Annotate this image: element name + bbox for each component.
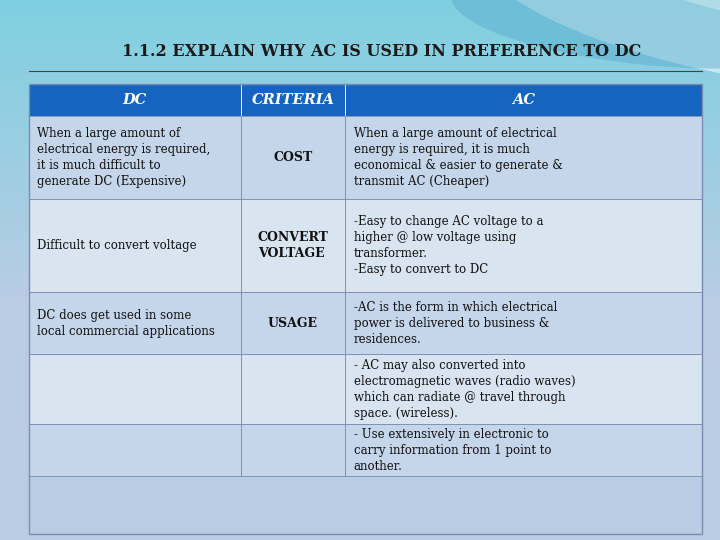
Bar — [0, 186, 720, 193]
Bar — [29, 354, 241, 424]
Text: -Easy to change AC voltage to a
higher @ low voltage using
transformer.
-Easy to: -Easy to change AC voltage to a higher @… — [354, 215, 544, 276]
Bar — [0, 289, 720, 297]
Ellipse shape — [451, 0, 720, 69]
Bar — [241, 354, 345, 424]
Bar — [0, 230, 720, 238]
Bar — [241, 116, 345, 199]
Bar — [29, 424, 241, 476]
Bar — [0, 52, 720, 59]
Bar — [0, 215, 720, 223]
Text: CRITERIA: CRITERIA — [251, 93, 335, 107]
Bar — [0, 22, 720, 30]
Bar — [0, 148, 720, 156]
Text: - AC may also converted into
electromagnetic waves (radio waves)
which can radia: - AC may also converted into electromagn… — [354, 359, 575, 420]
Ellipse shape — [474, 0, 720, 94]
Text: AC: AC — [512, 93, 535, 107]
Bar — [0, 156, 720, 163]
Bar — [29, 199, 241, 292]
Bar — [0, 59, 720, 67]
Bar — [0, 141, 720, 148]
Bar — [0, 134, 720, 141]
Bar — [345, 84, 702, 116]
Bar — [29, 84, 702, 534]
Bar — [0, 282, 720, 289]
Bar — [0, 0, 720, 8]
Bar — [0, 200, 720, 208]
Text: 1.1.2 EXPLAIN WHY AC IS USED IN PREFERENCE TO DC: 1.1.2 EXPLAIN WHY AC IS USED IN PREFEREN… — [122, 43, 642, 60]
Bar — [29, 84, 241, 116]
Bar — [345, 354, 702, 424]
Bar — [0, 275, 720, 282]
Bar — [0, 45, 720, 52]
Bar — [0, 30, 720, 37]
Text: DC does get used in some
local commercial applications: DC does get used in some local commercia… — [37, 308, 215, 338]
Ellipse shape — [532, 0, 720, 35]
Bar — [0, 253, 720, 260]
Bar — [29, 116, 241, 199]
Bar — [0, 15, 720, 22]
Text: Difficult to convert voltage: Difficult to convert voltage — [37, 239, 197, 252]
Bar — [0, 238, 720, 245]
Bar — [241, 424, 345, 476]
Text: When a large amount of
electrical energy is required,
it is much difficult to
ge: When a large amount of electrical energy… — [37, 127, 211, 188]
Text: USAGE: USAGE — [268, 316, 318, 329]
Text: COST: COST — [274, 151, 312, 164]
Text: - Use extensively in electronic to
carry information from 1 point to
another.: - Use extensively in electronic to carry… — [354, 428, 552, 472]
Bar — [0, 97, 720, 104]
Bar — [0, 89, 720, 97]
Bar — [0, 126, 720, 134]
Bar — [345, 424, 702, 476]
Bar — [241, 84, 345, 116]
Bar — [0, 111, 720, 119]
Bar — [0, 67, 720, 74]
Bar — [0, 260, 720, 267]
Bar — [0, 178, 720, 186]
Text: CONVERT
VOLTAGE: CONVERT VOLTAGE — [258, 231, 328, 260]
Bar — [345, 292, 702, 354]
Bar — [0, 104, 720, 111]
Text: When a large amount of electrical
energy is required, it is much
economical & ea: When a large amount of electrical energy… — [354, 127, 562, 188]
Bar — [241, 292, 345, 354]
Bar — [29, 292, 241, 354]
Bar — [0, 267, 720, 275]
Bar — [0, 245, 720, 252]
Text: -AC is the form in which electrical
power is delivered to business &
residences.: -AC is the form in which electrical powe… — [354, 300, 557, 346]
Bar — [0, 163, 720, 171]
Bar — [241, 199, 345, 292]
Bar — [0, 74, 720, 82]
Bar — [0, 208, 720, 215]
Bar — [0, 82, 720, 89]
Bar — [0, 193, 720, 200]
Bar — [0, 37, 720, 45]
Text: DC: DC — [122, 93, 147, 107]
Bar — [345, 199, 702, 292]
Bar — [0, 171, 720, 178]
Bar — [345, 116, 702, 199]
Bar — [0, 8, 720, 15]
Bar — [0, 223, 720, 230]
Bar — [0, 119, 720, 126]
